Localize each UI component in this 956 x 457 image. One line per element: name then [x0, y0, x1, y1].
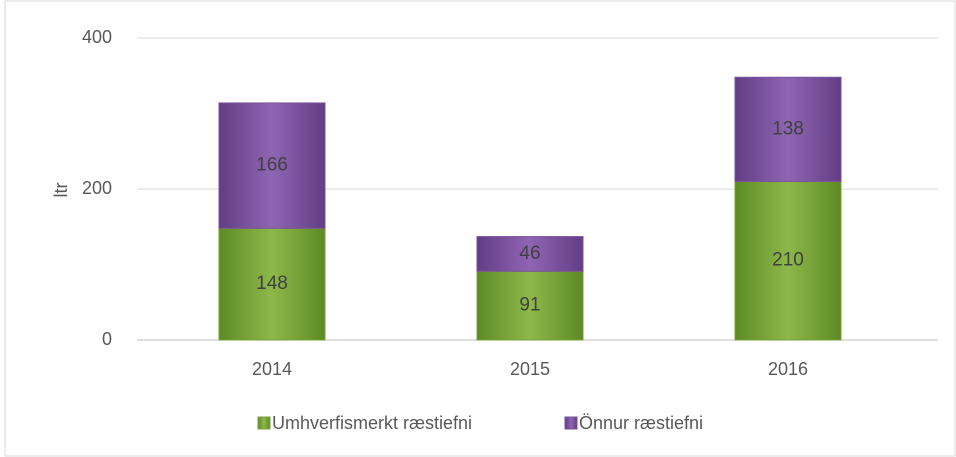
x-tick-label: 2016: [768, 359, 808, 379]
data-label: 148: [256, 273, 288, 294]
legend-label: Umhverfismerkt ræstiefni: [272, 413, 472, 433]
data-label: 210: [772, 250, 804, 271]
bar-segment: [218, 227, 326, 341]
x-tick-label: 2015: [510, 359, 550, 379]
data-label: 91: [519, 295, 540, 316]
y-axis-label: ltr: [51, 183, 71, 198]
chart-border: [4, 0, 956, 457]
data-label: 138: [772, 118, 804, 139]
data-label: 46: [519, 243, 540, 264]
bar-segment: [734, 180, 842, 341]
legend-swatch: [257, 416, 271, 430]
y-tick-label: 400: [82, 27, 112, 47]
legend-swatch: [564, 416, 578, 430]
data-label: 166: [256, 155, 288, 176]
y-tick-label: 200: [82, 178, 112, 198]
y-tick-label: 0: [102, 329, 112, 349]
bar-segment: [218, 102, 326, 229]
legend-label: Önnur ræstiefni: [579, 413, 703, 433]
bar-segment: [476, 236, 584, 272]
bar-segment: [734, 76, 842, 182]
x-tick-label: 2014: [252, 359, 292, 379]
bar-segment: [476, 270, 584, 341]
